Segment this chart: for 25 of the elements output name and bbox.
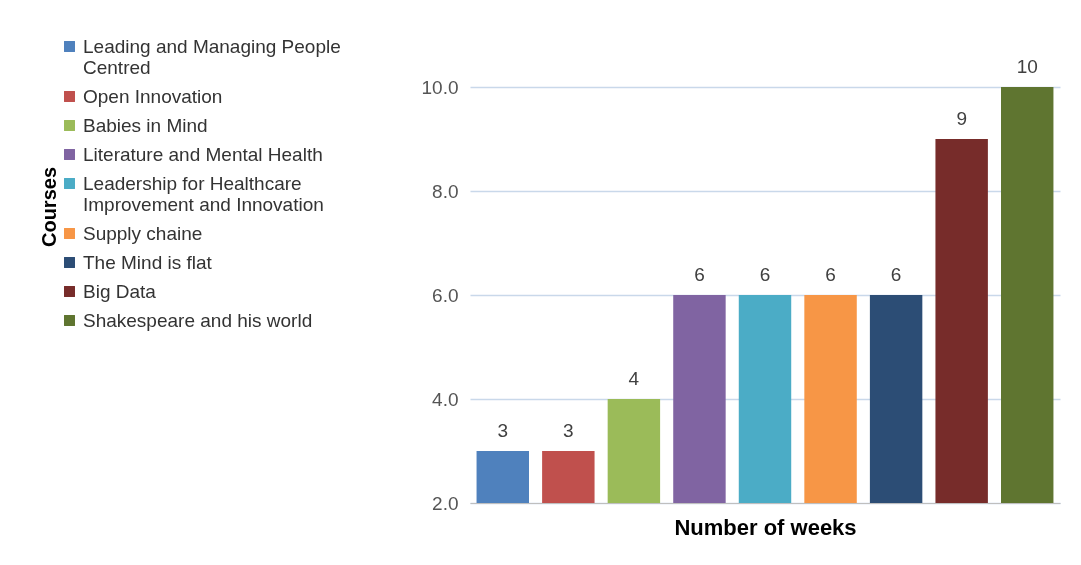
data-label: 10 [1016,56,1038,77]
y-tick-label: 6.0 [432,284,459,306]
data-label: 9 [956,108,967,129]
data-label: 3 [563,420,574,441]
legend-label: Open Innovation [83,85,223,107]
y-tick-label: 8.0 [432,180,459,202]
data-label: 6 [694,264,705,285]
legend-label: Leading and Managing People Centred [83,35,341,78]
legend-label: Leadership for Healthcare Improvement and Innovation [83,172,324,215]
legend-label: The Mind is flat [83,251,213,273]
data-label: 3 [497,420,509,441]
data-label: 6 [759,264,771,285]
legend-label: Supply chaine [83,222,203,244]
legend-label: Babies in Mind [83,114,208,136]
data-label: 6 [890,264,902,285]
legend-label: Shakespeare and his world [83,309,313,331]
data-label: 4 [628,368,640,389]
data-label: 6 [825,264,836,285]
legend-label: Literature and Mental Health [83,143,323,165]
y-tick-label: 2.0 [432,492,459,514]
y-tick-label: 10.0 [421,76,459,98]
y-tick-label: 4.0 [432,388,459,410]
legend-label: Big Data [83,280,157,302]
x-axis-title: Number of weeks [674,514,857,540]
text: Courses [38,166,60,248]
